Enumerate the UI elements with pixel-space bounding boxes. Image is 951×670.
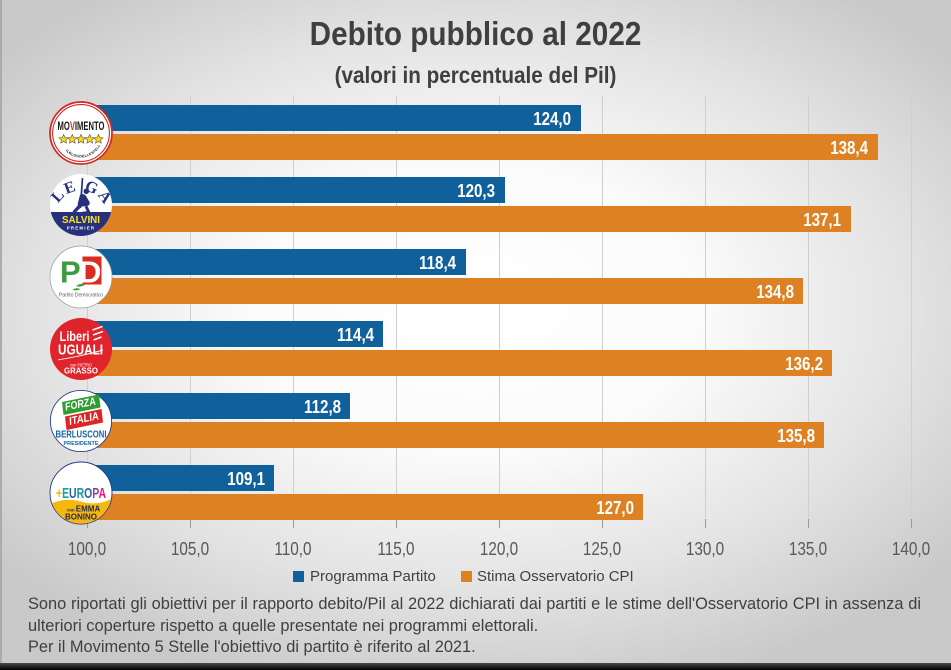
svg-text:MOVIMENTO: MOVIMENTO <box>58 121 105 133</box>
svg-text:+EUROPA: +EUROPA <box>56 486 106 502</box>
svg-text:ITALIA: ITALIA <box>68 410 100 428</box>
svg-text:P: P <box>60 254 81 289</box>
svg-text:Partito Democratico: Partito Democratico <box>59 292 103 298</box>
svg-text:PREMIER: PREMIER <box>67 225 95 230</box>
svg-text:GRASSO: GRASSO <box>64 365 98 375</box>
svg-text:SALVINI: SALVINI <box>62 214 100 226</box>
svg-text:PRESIDENTE: PRESIDENTE <box>64 441 99 447</box>
svg-text:BONINO: BONINO <box>65 512 97 521</box>
svg-text:con EMMA: con EMMA <box>67 504 101 513</box>
svg-text:Liberi: Liberi <box>60 329 90 344</box>
svg-text:D: D <box>79 254 101 289</box>
svg-text:FORZA: FORZA <box>64 395 97 413</box>
svg-text:BERLUSCONI: BERLUSCONI <box>56 428 107 440</box>
svg-text:UGUALI: UGUALI <box>58 341 103 358</box>
svg-text:con PIETRO: con PIETRO <box>70 362 93 367</box>
